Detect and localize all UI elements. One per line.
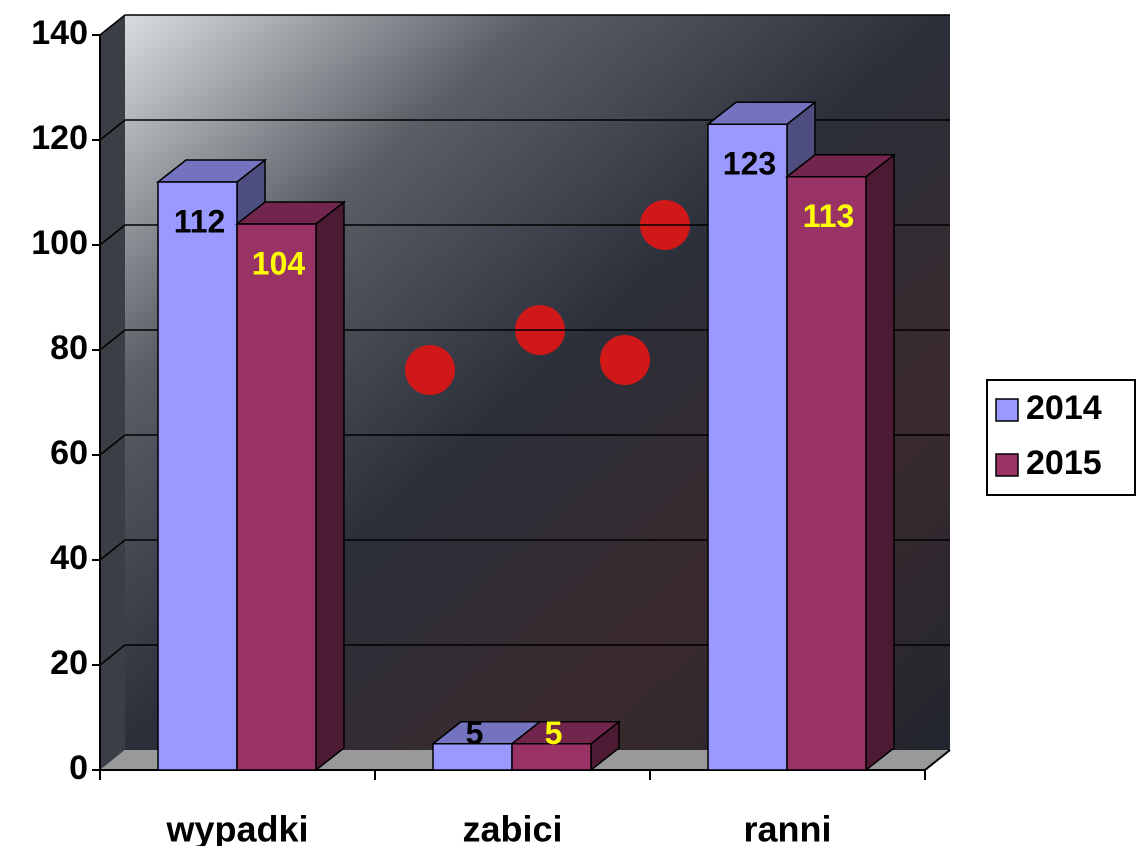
grid-line xyxy=(99,119,126,141)
data-label: 5 xyxy=(545,715,563,751)
legend-swatch xyxy=(995,398,1019,422)
bar xyxy=(511,743,592,771)
y-tick-label: 80 xyxy=(50,329,88,367)
side-wall xyxy=(100,15,125,770)
grid-line xyxy=(99,434,126,456)
bar xyxy=(786,176,867,771)
x-tick-label: wypadki xyxy=(165,809,308,846)
legend: 2014 2015 xyxy=(986,379,1136,496)
legend-label: 2015 xyxy=(1026,444,1102,482)
grid-line xyxy=(99,329,126,351)
grid-line xyxy=(99,539,126,561)
photo-detail xyxy=(600,335,650,385)
data-label: 123 xyxy=(723,146,776,182)
bar xyxy=(707,123,788,771)
y-tick-label: 40 xyxy=(50,539,88,577)
x-tick-label: ranni xyxy=(743,809,831,846)
bar xyxy=(236,223,317,771)
floor-edge xyxy=(924,749,951,771)
data-label: 5 xyxy=(466,715,484,751)
data-label: 112 xyxy=(174,203,226,239)
y-tick-label: 60 xyxy=(50,434,88,472)
bar-side xyxy=(865,153,895,772)
bar xyxy=(157,181,238,771)
x-tick-label: zabici xyxy=(462,809,562,846)
bar-side xyxy=(315,200,345,772)
y-tick-label: 100 xyxy=(31,224,88,262)
y-tick-label: 120 xyxy=(31,119,88,157)
legend-label: 2014 xyxy=(1026,389,1102,427)
grid-line xyxy=(99,224,126,246)
y-tick-label: 0 xyxy=(69,749,88,787)
grid-line xyxy=(99,14,126,36)
y-tick-label: 20 xyxy=(50,644,88,682)
data-label: 113 xyxy=(803,198,855,234)
photo-detail xyxy=(405,345,455,395)
bar xyxy=(432,743,513,771)
data-label: 104 xyxy=(252,245,306,281)
y-tick-label: 140 xyxy=(31,14,88,52)
grid-line xyxy=(99,644,126,666)
legend-swatch xyxy=(995,453,1019,477)
